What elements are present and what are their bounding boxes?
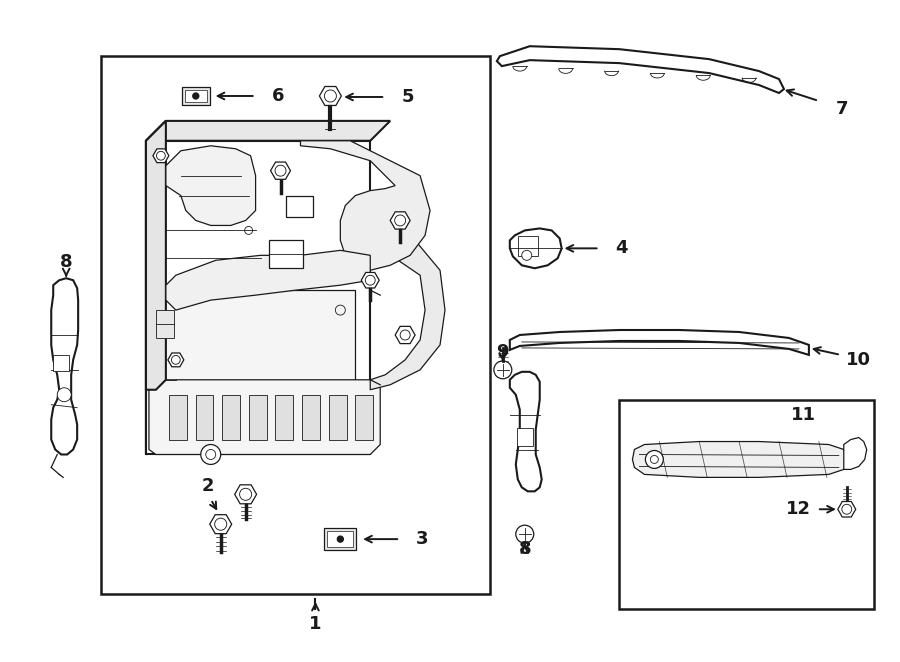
Circle shape (645, 451, 663, 469)
Text: 8: 8 (60, 254, 73, 271)
Bar (275, 395, 293, 440)
Circle shape (193, 93, 199, 99)
Polygon shape (146, 141, 370, 455)
Bar (248, 395, 266, 440)
Polygon shape (146, 121, 391, 141)
Circle shape (522, 250, 532, 260)
Polygon shape (633, 442, 847, 477)
Polygon shape (146, 121, 166, 390)
Text: 3: 3 (416, 530, 428, 548)
Polygon shape (271, 162, 291, 179)
Bar (285, 195, 313, 218)
Polygon shape (370, 240, 445, 390)
Circle shape (400, 330, 410, 340)
Bar (356, 395, 373, 440)
Polygon shape (166, 250, 370, 310)
Text: 1: 1 (310, 615, 321, 633)
Polygon shape (391, 212, 410, 229)
Bar (101, 56, 490, 594)
Text: 11: 11 (791, 406, 816, 424)
Circle shape (338, 536, 343, 542)
Polygon shape (844, 438, 867, 469)
Bar (53, 355, 69, 371)
Polygon shape (146, 121, 166, 455)
Text: 2: 2 (202, 477, 214, 495)
Bar (195, 395, 213, 440)
Bar (619, 400, 874, 609)
Polygon shape (210, 514, 231, 534)
Bar (324, 528, 356, 550)
Bar (222, 395, 240, 440)
Text: 12: 12 (787, 500, 812, 518)
Polygon shape (168, 353, 184, 367)
Polygon shape (235, 485, 256, 504)
Bar (517, 428, 533, 446)
Circle shape (516, 525, 534, 543)
Polygon shape (497, 46, 784, 93)
Bar (328, 395, 346, 440)
Circle shape (201, 444, 220, 465)
Bar (182, 87, 210, 105)
Circle shape (651, 455, 659, 463)
Text: 4: 4 (616, 240, 627, 258)
Text: 10: 10 (846, 351, 871, 369)
Polygon shape (51, 278, 78, 455)
Text: 8: 8 (518, 540, 531, 558)
Text: 9: 9 (497, 343, 509, 361)
Polygon shape (395, 326, 415, 344)
Polygon shape (509, 228, 562, 268)
Bar (268, 240, 303, 268)
Polygon shape (361, 273, 379, 288)
Polygon shape (166, 146, 256, 226)
Text: 7: 7 (835, 100, 848, 118)
Bar (184, 90, 207, 102)
Bar (169, 395, 187, 440)
Polygon shape (148, 380, 380, 455)
Polygon shape (509, 330, 809, 355)
Bar (302, 395, 320, 440)
Bar (156, 310, 174, 338)
Bar (156, 290, 356, 440)
Circle shape (494, 361, 512, 379)
Circle shape (58, 388, 71, 402)
Polygon shape (301, 141, 430, 270)
Text: 5: 5 (402, 88, 414, 106)
Polygon shape (153, 149, 169, 163)
Polygon shape (838, 502, 856, 517)
Bar (518, 236, 537, 256)
Text: 6: 6 (273, 87, 284, 105)
Bar (328, 531, 354, 547)
Circle shape (206, 449, 216, 459)
Polygon shape (509, 372, 542, 491)
Polygon shape (320, 87, 341, 105)
